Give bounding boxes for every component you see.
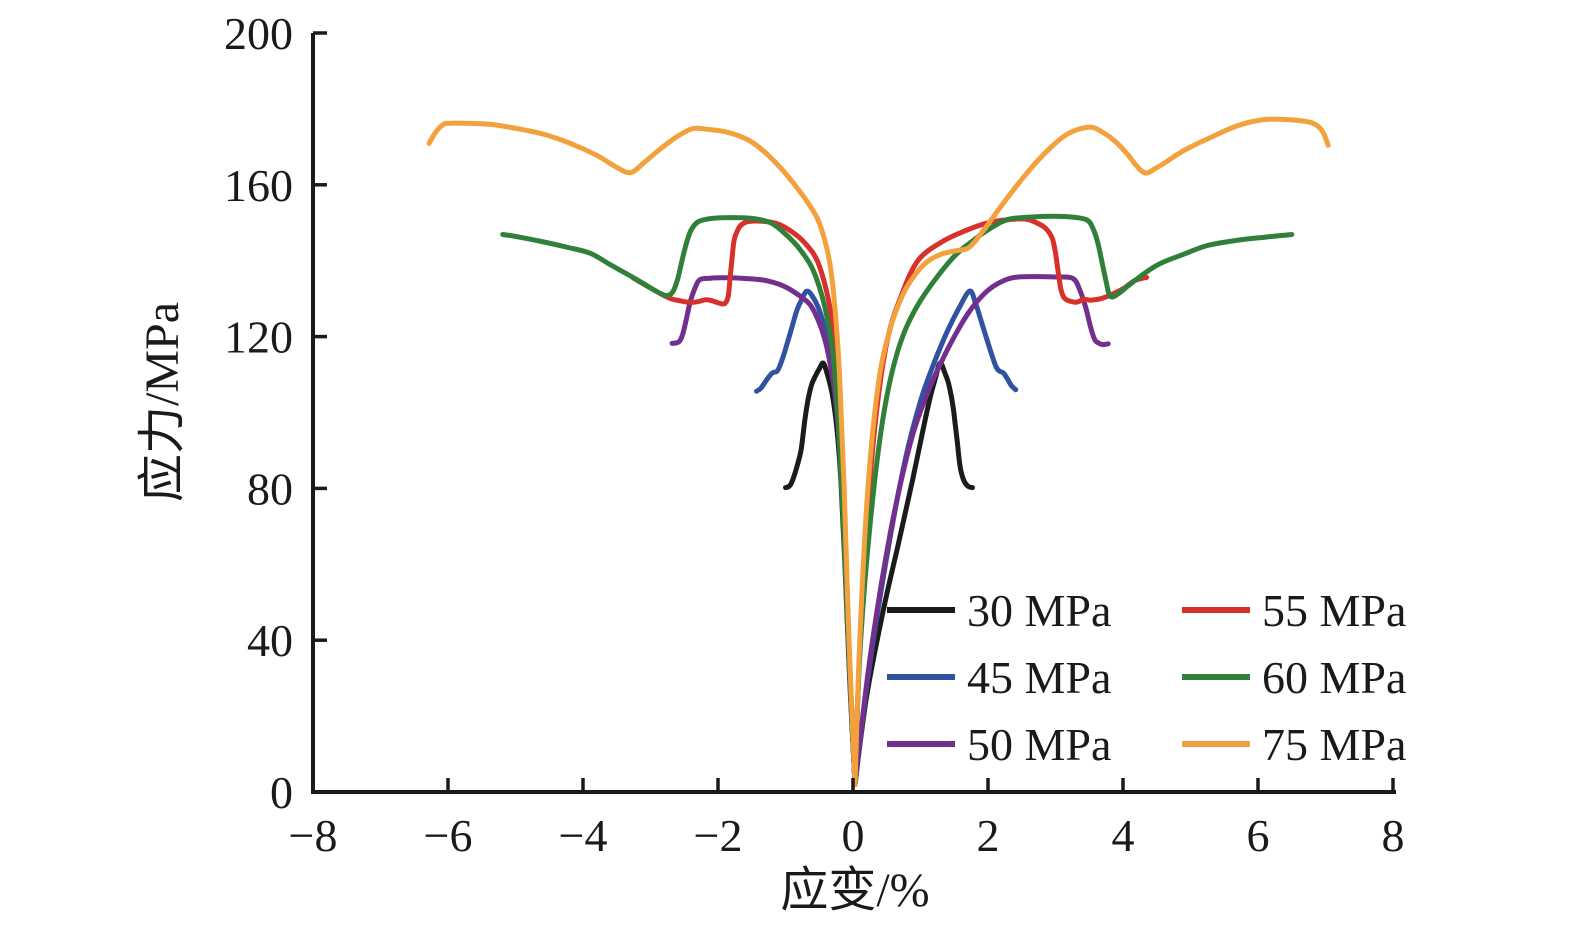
x-tick-label: −2 bbox=[694, 810, 743, 861]
y-tick-label: 200 bbox=[224, 8, 293, 59]
series-55mpa-left-curve bbox=[630, 218, 858, 787]
legend-label-50mpa: 50 MPa bbox=[967, 719, 1111, 770]
y-tick-label: 120 bbox=[224, 312, 293, 363]
series-50mpa-left-curve bbox=[669, 275, 858, 787]
axes bbox=[311, 31, 1396, 794]
legend: 30 MPa 45 MPa 50 MPa 55 MPa 60 MPa 75 MPa bbox=[887, 585, 1406, 770]
series-60mpa-right-curve bbox=[852, 213, 1295, 787]
x-tick-label: −8 bbox=[289, 810, 338, 861]
series-75mpa-right-curve bbox=[852, 116, 1331, 787]
series-50mpa-right-curve bbox=[852, 274, 1111, 787]
y-tick-label: 0 bbox=[270, 767, 293, 818]
series-60mpa-left-curve bbox=[500, 215, 858, 787]
x-tick-label: 2 bbox=[977, 810, 1000, 861]
x-tick-label: 4 bbox=[1112, 810, 1135, 861]
series-curves bbox=[426, 116, 1331, 787]
y-tick-label: 40 bbox=[247, 615, 293, 666]
y-tick-label: 160 bbox=[224, 160, 293, 211]
legend-label-55mpa: 55 MPa bbox=[1262, 585, 1406, 636]
y-axis-title: 应力/MPa bbox=[136, 302, 189, 502]
x-tick-label: 6 bbox=[1247, 810, 1270, 861]
legend-label-60mpa: 60 MPa bbox=[1262, 652, 1406, 703]
x-tick-label: −4 bbox=[559, 810, 608, 861]
x-axis-title: 应变/% bbox=[780, 864, 929, 917]
series-30mpa-right-curve bbox=[852, 360, 975, 787]
y-tick-label: 80 bbox=[247, 463, 293, 514]
legend-label-30mpa: 30 MPa bbox=[967, 585, 1111, 636]
legend-label-45mpa: 45 MPa bbox=[967, 652, 1111, 703]
x-tick-label: −6 bbox=[424, 810, 473, 861]
x-tick-label: 0 bbox=[842, 810, 865, 861]
legend-label-75mpa: 75 MPa bbox=[1262, 719, 1406, 770]
x-tick-label: 8 bbox=[1382, 810, 1405, 861]
series-75mpa-left-curve bbox=[426, 120, 858, 787]
